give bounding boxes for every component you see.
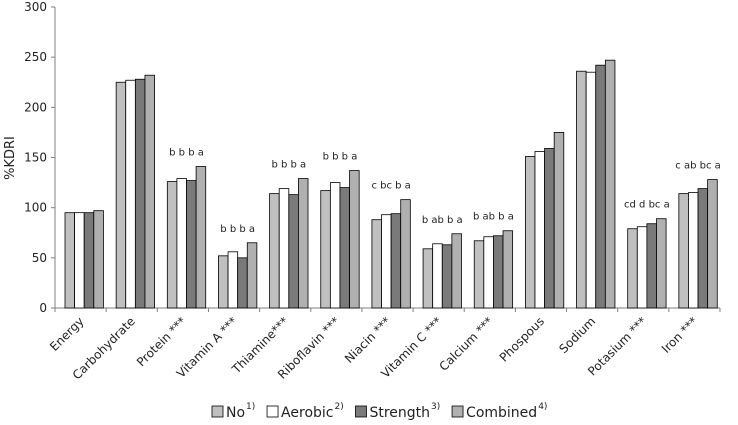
bar-aerobic: [227, 251, 239, 309]
bar-no: [166, 181, 178, 309]
bar-strength: [83, 212, 95, 309]
bar-strength: [544, 148, 555, 309]
legend-swatch-combined: [451, 405, 464, 418]
bar-no: [422, 248, 434, 309]
bar-no: [473, 240, 485, 309]
significance-label: c ab bc a: [675, 161, 720, 172]
bar-aerobic: [74, 212, 85, 309]
bar-no: [371, 219, 382, 309]
bar-strength: [697, 188, 709, 309]
bar-no: [64, 212, 76, 309]
x-category-label: Calcium ***: [436, 314, 495, 373]
bar-no: [320, 190, 331, 309]
bar-aerobic: [636, 226, 648, 309]
chart-axes: 0 50 100 150 200 250 300: [24, 0, 721, 315]
bar-aerobic: [381, 214, 392, 309]
significance-label: b b b a: [323, 152, 358, 163]
bar-aerobic: [585, 71, 597, 309]
y-tick-label: 50: [32, 251, 47, 265]
chart-legend: No 1) Aerobic 2) Strength 3) Combined 4): [211, 402, 547, 421]
bar-combined: [604, 59, 616, 309]
bar-strength: [134, 78, 146, 309]
bar-strength: [390, 213, 402, 309]
bar-combined: [195, 166, 207, 309]
legend-swatch-no: [211, 405, 224, 418]
bar-combined: [400, 199, 411, 309]
chart-bars: [64, 59, 718, 309]
y-axis-label: %KDRI: [3, 136, 18, 180]
bar-no: [627, 228, 638, 309]
bar-combined: [93, 210, 104, 309]
bar-strength: [441, 244, 453, 309]
bar-aerobic: [329, 182, 341, 309]
significance-label: cd d bc a: [624, 200, 670, 211]
legend-label-combined: Combined: [466, 405, 537, 421]
bar-no: [678, 193, 689, 309]
y-tick-label: 150: [24, 151, 47, 165]
legend-swatch-strength: [355, 405, 367, 418]
bar-combined: [298, 178, 309, 309]
bar-aerobic: [534, 151, 545, 309]
bar-aerobic: [176, 178, 187, 309]
x-category-label: Niacin ***: [342, 314, 394, 366]
significance-label: b b b a: [169, 148, 204, 159]
x-category-label: Sodium: [556, 314, 598, 356]
bar-no: [115, 81, 127, 309]
bar-combined: [451, 233, 462, 309]
bar-no: [576, 70, 587, 309]
bar-combined: [707, 179, 718, 309]
bar-strength: [595, 64, 606, 309]
bar-combined: [502, 230, 514, 309]
significance-label: c bc b a: [371, 181, 410, 192]
bar-aerobic: [432, 243, 443, 309]
bar-combined: [246, 242, 258, 309]
x-category-label: Protein ***: [134, 314, 189, 369]
x-category-label: Iron ***: [659, 314, 701, 356]
bar-strength: [186, 180, 197, 309]
bar-no: [524, 156, 536, 309]
bar-strength: [339, 187, 350, 309]
y-tick-label: 300: [24, 0, 47, 14]
legend-superscript: 4): [538, 402, 547, 412]
bar-combined: [349, 170, 360, 309]
x-category-label: Energy: [47, 314, 87, 354]
legend-label-no: No: [226, 405, 245, 421]
y-tick-label: 0: [39, 301, 47, 315]
bar-combined: [656, 218, 667, 309]
bar-strength: [646, 223, 657, 309]
bar-combined: [553, 132, 565, 309]
bar-strength: [288, 194, 299, 309]
bar-no: [218, 255, 229, 309]
bar-aerobic: [278, 188, 290, 309]
legend-superscript: 3): [431, 402, 440, 412]
bar-aerobic: [483, 236, 494, 309]
legend-superscript: 1): [246, 402, 255, 412]
bar-aerobic: [688, 192, 699, 309]
significance-label: b ab b a: [422, 215, 463, 226]
x-category-label: Phospous: [497, 314, 547, 364]
legend-label-strength: Strength: [369, 405, 430, 421]
legend-label-aerobic: Aerobic: [281, 405, 333, 421]
significance-label: b b b a: [220, 224, 255, 235]
significance-label: b b b a: [271, 160, 306, 171]
significance-label: b ab b a: [473, 212, 514, 223]
bar-aerobic: [125, 79, 136, 309]
legend-superscript: 2): [334, 402, 343, 412]
y-tick-label: 100: [24, 201, 47, 215]
legend-swatch-aerobic: [266, 405, 279, 418]
bar-combined: [144, 74, 155, 309]
y-tick-label: 250: [24, 50, 47, 64]
y-tick-label: 200: [24, 100, 47, 114]
bar-strength: [237, 257, 248, 309]
bar-strength: [493, 235, 504, 309]
bar-no: [269, 193, 280, 309]
